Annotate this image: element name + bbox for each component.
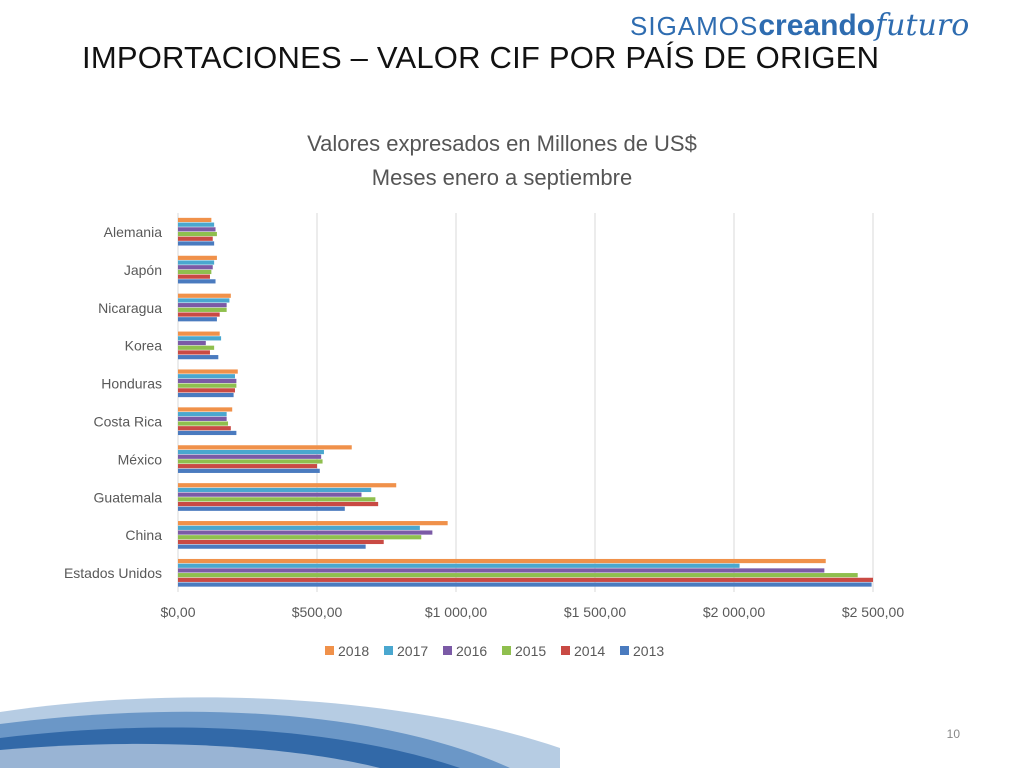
bar-honduras-2015 (178, 383, 237, 388)
chart-title-block: Valores expresados en Millones de US$ Me… (0, 127, 1004, 195)
bar-estados-unidos-2018 (178, 558, 826, 564)
legend-label-2016: 2016 (456, 643, 487, 659)
bar-alemania-2014 (178, 236, 213, 241)
bar-honduras-2013 (178, 392, 234, 398)
legend-label-2015: 2015 (515, 643, 546, 659)
category-label: Costa Rica (94, 413, 163, 429)
category-label: Guatemala (94, 489, 163, 505)
bar-korea-2013 (178, 355, 219, 360)
bar-japon-2016 (178, 265, 213, 270)
bar-korea-2014 (178, 350, 210, 355)
bar-nicaragua-2017 (178, 298, 230, 303)
legend-swatch-2016 (443, 646, 452, 655)
brand-logo: SIGAMOScreandofuturo (630, 8, 1015, 58)
legend-label-2018: 2018 (338, 643, 369, 659)
bar-alemania-2016 (178, 227, 216, 232)
chart-subtitle: Meses enero a septiembre (371, 165, 633, 190)
bar-guatemala-2015 (178, 497, 376, 502)
legend-swatch-2018 (325, 646, 334, 655)
category-label: China (125, 527, 162, 543)
decorative-swoosh (0, 697, 560, 768)
bar-costa-rica-2018 (178, 407, 233, 412)
bar-korea-2016 (178, 340, 206, 346)
bar-estados-unidos-2013 (178, 582, 872, 587)
category-label: Estados Unidos (64, 565, 162, 581)
bar-guatemala-2014 (178, 501, 379, 507)
x-tick-label: $0,00 (160, 604, 195, 620)
bar-alemania-2015 (178, 231, 217, 237)
bar-nicaragua-2015 (178, 307, 227, 312)
logo-text-sigamos: SIGAMOS (630, 11, 759, 41)
bar-korea-2017 (178, 336, 222, 341)
bar-japon-2015 (178, 269, 212, 275)
page-number: 10 (946, 727, 960, 741)
chart-title: Valores expresados en Millones de US$ (307, 131, 697, 156)
bar-guatemala-2013 (178, 506, 345, 511)
category-label: Alemania (104, 224, 163, 240)
bar-japon-2014 (178, 274, 210, 279)
bar-nicaragua-2016 (178, 303, 227, 308)
bar-chart: $0,00 $500,00 $1 000,00 $1 500,00 $2 000,00 $… (64, 213, 904, 659)
bar-nicaragua-2014 (178, 312, 220, 317)
bar-estados-unidos-2015 (178, 573, 858, 578)
category-label: México (118, 451, 163, 467)
bar-korea-2015 (178, 345, 215, 350)
bar-honduras-2014 (178, 388, 235, 393)
bar-estados-unidos-2016 (178, 568, 825, 573)
bar-guatemala-2016 (178, 492, 362, 497)
bar-estados-unidos-2014 (178, 577, 873, 582)
bar-nicaragua-2018 (178, 293, 231, 298)
x-tick-label: $500,00 (292, 604, 343, 620)
bar-china-2016 (178, 530, 433, 535)
bar-costa-rica-2013 (178, 430, 237, 436)
bar-nicaragua-2013 (178, 317, 217, 322)
bar-japon-2013 (178, 279, 216, 284)
bar-costa-rica-2014 (178, 426, 231, 431)
bar-honduras-2016 (178, 378, 237, 384)
legend-swatch-2015 (502, 646, 511, 655)
bar-japon-2017 (178, 260, 215, 265)
bar-china-2018 (178, 521, 448, 526)
category-label: Nicaragua (98, 300, 162, 316)
bar-guatemala-2017 (178, 487, 372, 493)
bar-mexico-2014 (178, 464, 317, 469)
legend-swatch-2013 (620, 646, 629, 655)
category-label: Honduras (101, 376, 162, 392)
logo-text-futuro: futuro (875, 8, 970, 43)
bar-china-2013 (178, 544, 366, 549)
category-label: Korea (125, 338, 163, 354)
bar-korea-2018 (178, 331, 220, 336)
bar-alemania-2017 (178, 222, 215, 227)
slide-title: IMPORTACIONES – VALOR CIF POR PAÍS DE OR… (82, 40, 880, 75)
bar-honduras-2017 (178, 374, 235, 379)
bar-mexico-2016 (178, 454, 322, 459)
bar-china-2014 (178, 539, 384, 545)
bar-japon-2018 (178, 255, 217, 260)
legend-swatch-2014 (561, 646, 570, 655)
bar-mexico-2017 (178, 449, 324, 455)
bar-costa-rica-2016 (178, 416, 227, 421)
bar-china-2017 (178, 525, 420, 530)
bar-alemania-2013 (178, 241, 215, 246)
bar-mexico-2015 (178, 459, 323, 464)
legend-label-2014: 2014 (574, 643, 605, 659)
x-tick-label: $1 000,00 (425, 604, 487, 620)
bar-honduras-2018 (178, 369, 238, 374)
bar-mexico-2018 (178, 445, 352, 450)
legend-swatch-2017 (384, 646, 393, 655)
logo-text-creando: creando (758, 9, 876, 42)
bar-costa-rica-2015 (178, 421, 229, 426)
legend-label-2017: 2017 (397, 643, 428, 659)
x-tick-label: $2 500,00 (842, 604, 904, 620)
bar-mexico-2013 (178, 468, 320, 473)
x-tick-label: $2 000,00 (703, 604, 765, 620)
bar-alemania-2018 (178, 217, 212, 223)
x-tick-label: $1 500,00 (564, 604, 626, 620)
category-label: Japón (124, 262, 162, 278)
legend-label-2013: 2013 (633, 643, 664, 659)
bar-estados-unidos-2017 (178, 563, 740, 568)
bar-guatemala-2018 (178, 483, 397, 488)
bar-china-2015 (178, 535, 422, 540)
bar-costa-rica-2017 (178, 412, 227, 417)
